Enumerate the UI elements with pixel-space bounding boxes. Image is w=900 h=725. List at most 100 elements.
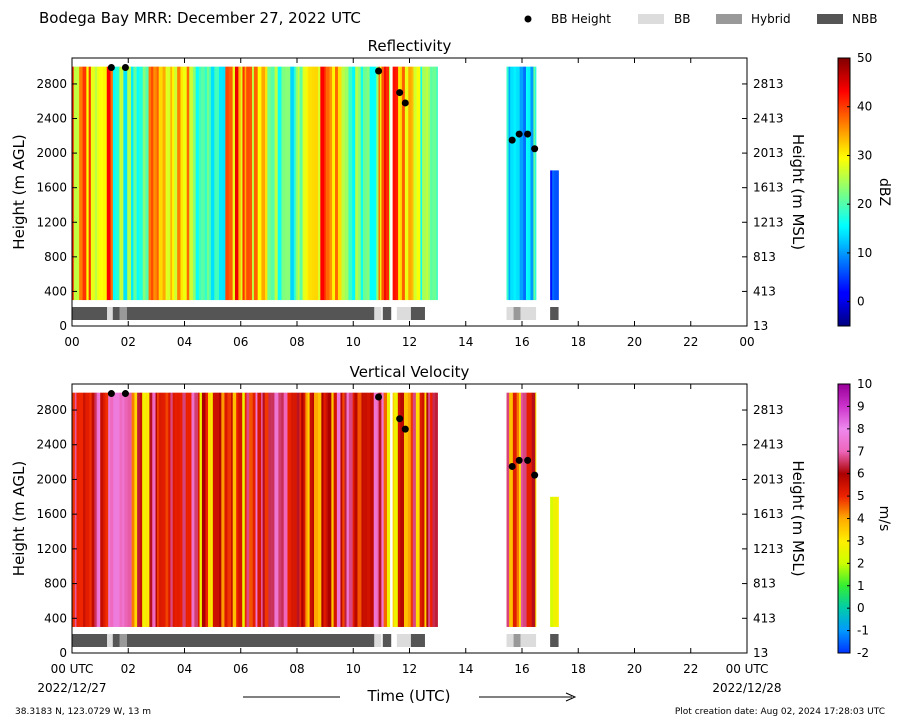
y-tick-label: 2800 [36,77,67,91]
data-strip [79,392,84,627]
data-strip [277,66,282,301]
data-strip [295,66,299,301]
bb-category-nbb [410,634,425,647]
data-strip [436,66,438,301]
data-strip [428,392,431,627]
data-strip [307,392,310,627]
data-strip [165,392,169,627]
data-strip [523,66,527,301]
data-strip [185,392,188,627]
data-strip [103,392,106,627]
data-strip [352,66,356,301]
data-strip [332,66,336,301]
data-strip [386,392,391,627]
location-label: 38.3183 N, 123.0729 W, 13 m [15,707,151,717]
bb-category-bb [506,307,514,320]
data-strip [348,392,353,627]
bb-height-point [508,136,516,144]
data-strip [301,392,304,627]
data-strip [110,66,114,301]
data-strip [383,392,388,627]
data-strip [421,392,425,627]
y-tick-label: 1200 [36,215,67,229]
x-tick-label: 04 [177,335,192,349]
y-tick-label-right: 413 [753,284,776,298]
data-strip [552,170,555,301]
data-strip [172,66,175,301]
data-strip [73,66,78,301]
bb-category-nbb [382,307,392,320]
data-strip [205,392,209,627]
data-strip [218,66,223,301]
chart-main-title: Bodega Bay MRR: December 27, 2022 UTC [39,9,361,27]
data-strip [153,66,156,301]
x-tick-label: 12 [402,335,417,349]
data-strip [370,392,375,627]
y-tick-label-right: 2413 [753,112,784,126]
data-strip [204,66,208,301]
data-strip [86,66,89,301]
data-strip [89,392,92,627]
data-strip [357,392,362,627]
data-strip [381,66,385,301]
data-strip [378,392,382,627]
data-strip [422,66,425,301]
bb-category-nbb [126,634,375,647]
x-tick-label: 22 [683,335,698,349]
bb-category-bb [374,307,382,320]
y-tick-label-right: 2813 [753,403,784,417]
x-tick-label: 16 [514,335,529,349]
data-strip [309,392,313,627]
data-strip [155,66,158,301]
data-strip [321,392,324,627]
date-end-label: 2022/12/28 [712,681,781,695]
legend-label-bb-height: BB Height [551,12,611,26]
data-strip [520,392,523,627]
bb-height-point [107,390,115,398]
data-strip [158,66,163,301]
data-strip [206,66,210,301]
data-strip [430,392,433,627]
y-tick-label-right: 2813 [753,77,784,91]
data-strip [167,66,171,301]
data-strip [348,66,353,301]
bb-height-point [107,64,115,72]
data-strip [179,392,183,627]
data-strip [136,66,140,301]
data-strip [148,66,152,301]
bb-height-point [375,393,383,401]
data-strip [513,66,517,301]
x-tick-label: 10 [346,335,361,349]
data-strip [284,66,288,301]
data-strip [385,66,390,301]
data-strip [527,66,531,301]
data-strip [212,392,217,627]
data-strip [426,392,429,627]
data-strip [333,392,338,627]
data-strip [244,392,247,627]
data-strip [76,392,80,627]
data-strip [304,66,307,301]
data-strip [306,66,309,301]
y-tick-label-right: 813 [753,577,776,591]
colorbar-tick-label: 0 [857,295,865,309]
data-strip [554,170,558,301]
data-strip [299,392,302,627]
data-strip [519,66,524,301]
data-strip [163,392,166,627]
data-strip [182,392,186,627]
data-strip [151,66,154,301]
data-strip [192,66,197,301]
data-strip [341,66,346,301]
x-tick-label: 08 [289,335,304,349]
data-strip [344,392,347,627]
data-strip [407,392,412,627]
legend-bb-height-marker [524,15,532,23]
data-strip [506,392,510,627]
x-tick-label: 06 [233,335,248,349]
data-strip [331,392,334,627]
y-tick-label: 0 [59,319,67,333]
data-strip [240,66,243,301]
bb-category-bar [72,307,559,320]
y-tick-label-right: 413 [753,611,776,625]
